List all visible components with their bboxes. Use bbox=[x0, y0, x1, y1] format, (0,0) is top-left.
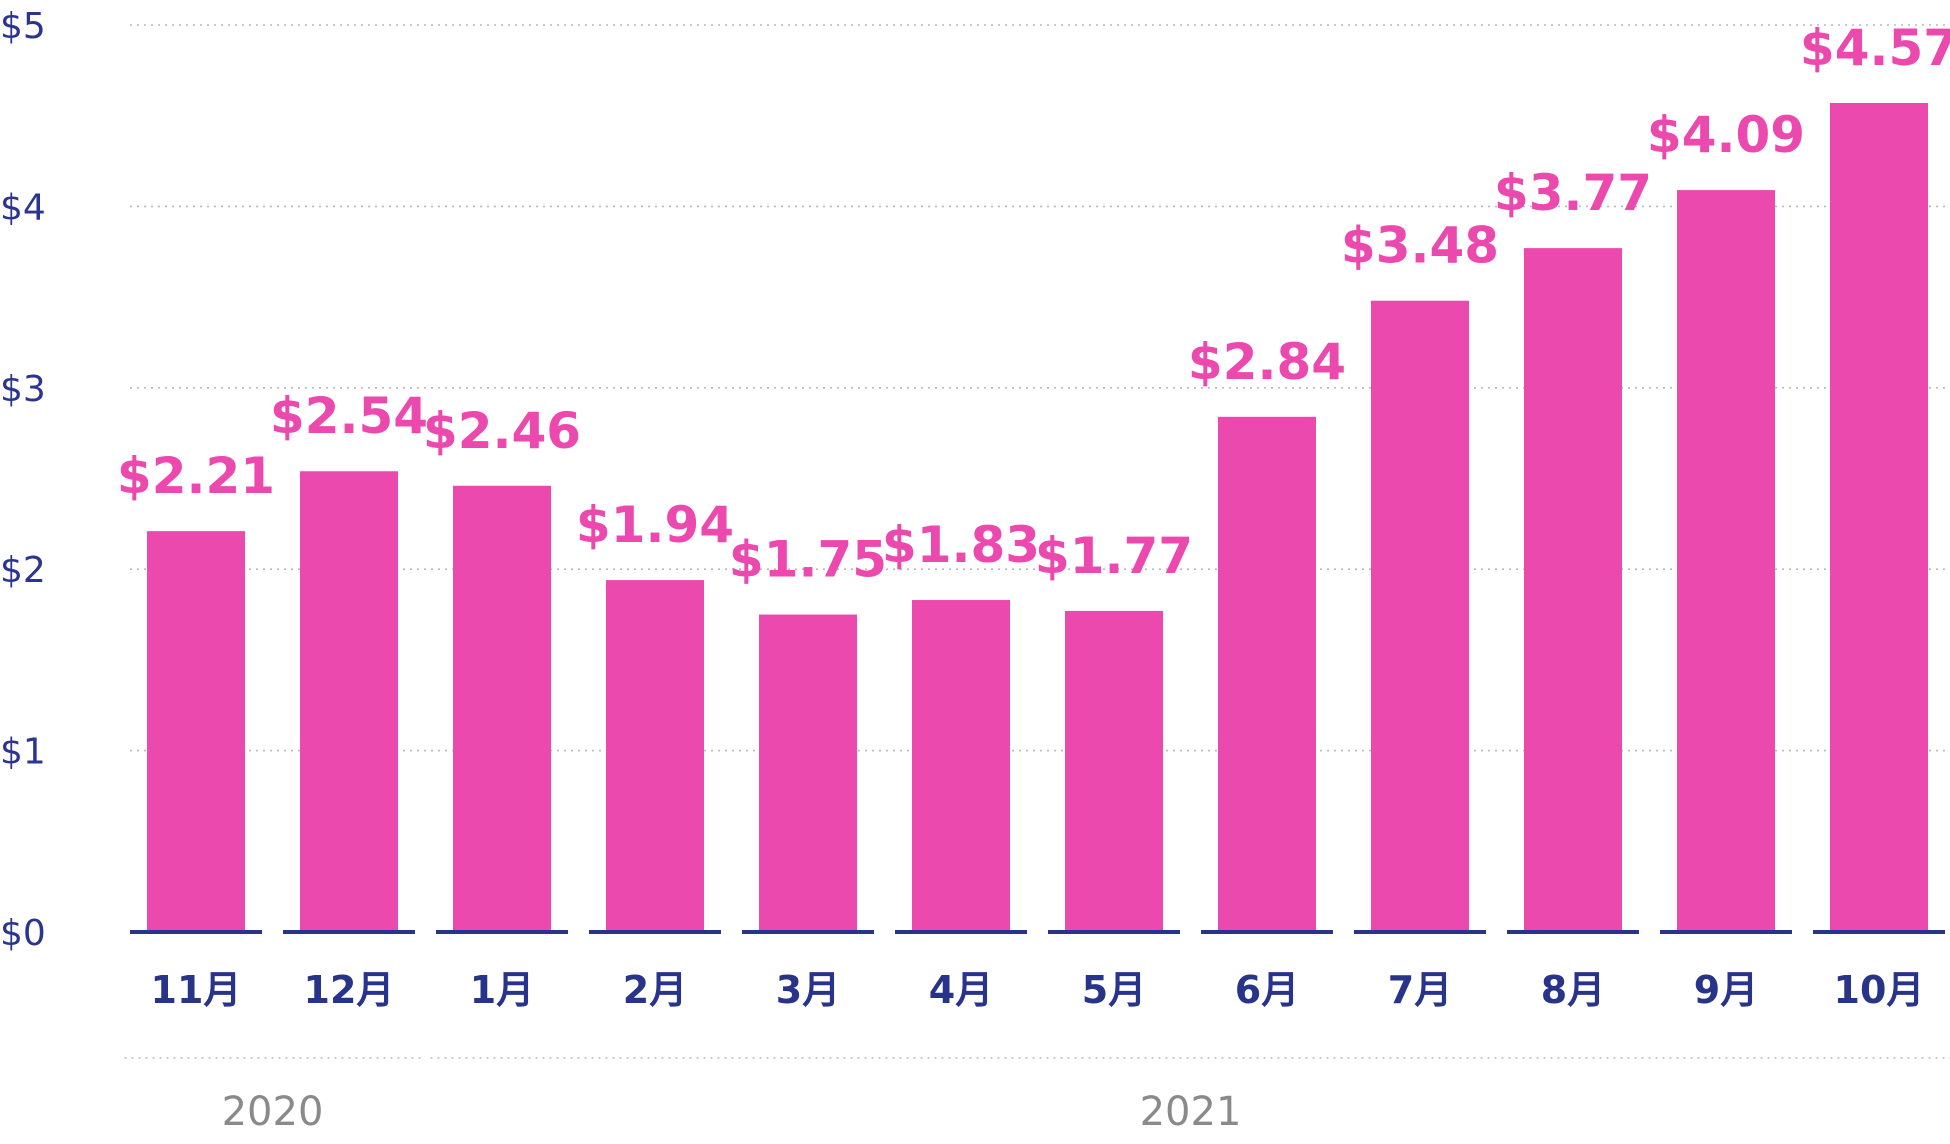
bar-value-label: $1.75 bbox=[729, 531, 887, 589]
x-tick-label: 5月 bbox=[1082, 968, 1146, 1012]
x-tick-label: 6月 bbox=[1235, 968, 1299, 1012]
bar-value-label: $2.84 bbox=[1188, 333, 1346, 391]
bar-value-label: $2.54 bbox=[270, 387, 428, 445]
value-labels: $2.21$2.54$2.46 $1.94$1.75$1.83$1.77 $2.84… bbox=[117, 19, 1950, 589]
x-tick-label: 3月 bbox=[776, 968, 840, 1012]
bar-value-label: $1.77 bbox=[1035, 527, 1193, 585]
y-tick-label: $0 bbox=[0, 913, 46, 954]
year-groups: 2020 2021 bbox=[124, 1057, 1950, 1135]
bar bbox=[1524, 248, 1622, 932]
x-tick-label: 7月 bbox=[1388, 968, 1452, 1012]
bar bbox=[606, 580, 704, 932]
bar-value-label: $3.77 bbox=[1494, 164, 1652, 222]
y-tick-label: $2 bbox=[0, 550, 46, 591]
y-tick-label: $5 bbox=[0, 6, 46, 47]
x-tick-label: 11月 bbox=[151, 968, 242, 1012]
x-tick-label: 10月 bbox=[1834, 968, 1925, 1012]
x-axis: 11月 12月 1月 2月 3月 4月 5月 6月 7月 8月 9月 10月 bbox=[151, 968, 1925, 1012]
bar-value-label: $2.46 bbox=[423, 402, 581, 460]
x-tick-label: 12月 bbox=[304, 968, 395, 1012]
y-tick-label: $4 bbox=[0, 187, 46, 228]
x-tick-label: 1月 bbox=[470, 968, 534, 1012]
x-tick-label: 8月 bbox=[1541, 968, 1605, 1012]
bar-value-label: $1.83 bbox=[882, 516, 1040, 574]
bar bbox=[1218, 416, 1316, 933]
x-tick-label: 4月 bbox=[929, 968, 993, 1012]
bar-value-label: $4.09 bbox=[1647, 106, 1805, 164]
x-tick-label: 9月 bbox=[1694, 968, 1758, 1012]
bar bbox=[1677, 190, 1775, 933]
bar bbox=[759, 614, 857, 932]
bar bbox=[1065, 610, 1163, 932]
bar-value-label: $2.21 bbox=[117, 447, 275, 505]
bar-value-label: $3.48 bbox=[1341, 217, 1499, 275]
y-axis: $0 $1 $2 $3 $4 $5 bbox=[0, 6, 46, 954]
year-label: 2020 bbox=[222, 1089, 324, 1135]
bar-value-label: $1.94 bbox=[576, 496, 734, 554]
grid-layer bbox=[130, 24, 1948, 752]
y-tick-label: $3 bbox=[0, 369, 46, 410]
bar bbox=[1830, 103, 1928, 932]
bar bbox=[1371, 300, 1469, 932]
bar bbox=[300, 471, 398, 932]
bar bbox=[912, 600, 1010, 932]
x-tick-label: 2月 bbox=[623, 968, 687, 1012]
year-label: 2021 bbox=[1140, 1089, 1242, 1135]
bar bbox=[453, 485, 551, 932]
bar bbox=[147, 531, 245, 932]
y-tick-label: $1 bbox=[0, 732, 46, 773]
bars bbox=[147, 103, 1928, 933]
bar-value-label: $4.57 bbox=[1800, 19, 1950, 77]
